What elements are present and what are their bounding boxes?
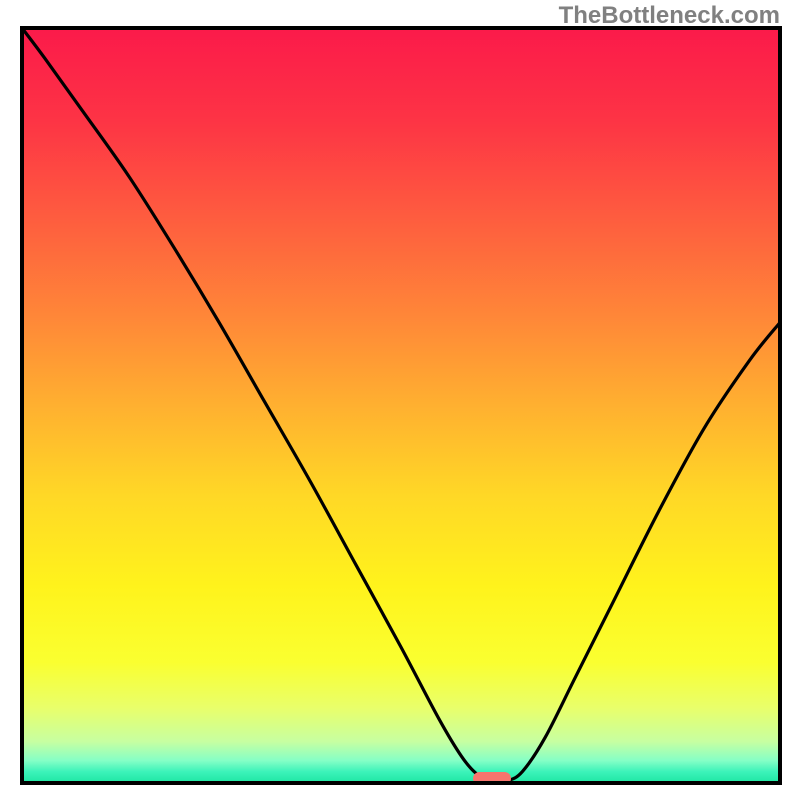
watermark: TheBottleneck.com	[559, 2, 780, 30]
axes-frame	[0, 0, 800, 800]
